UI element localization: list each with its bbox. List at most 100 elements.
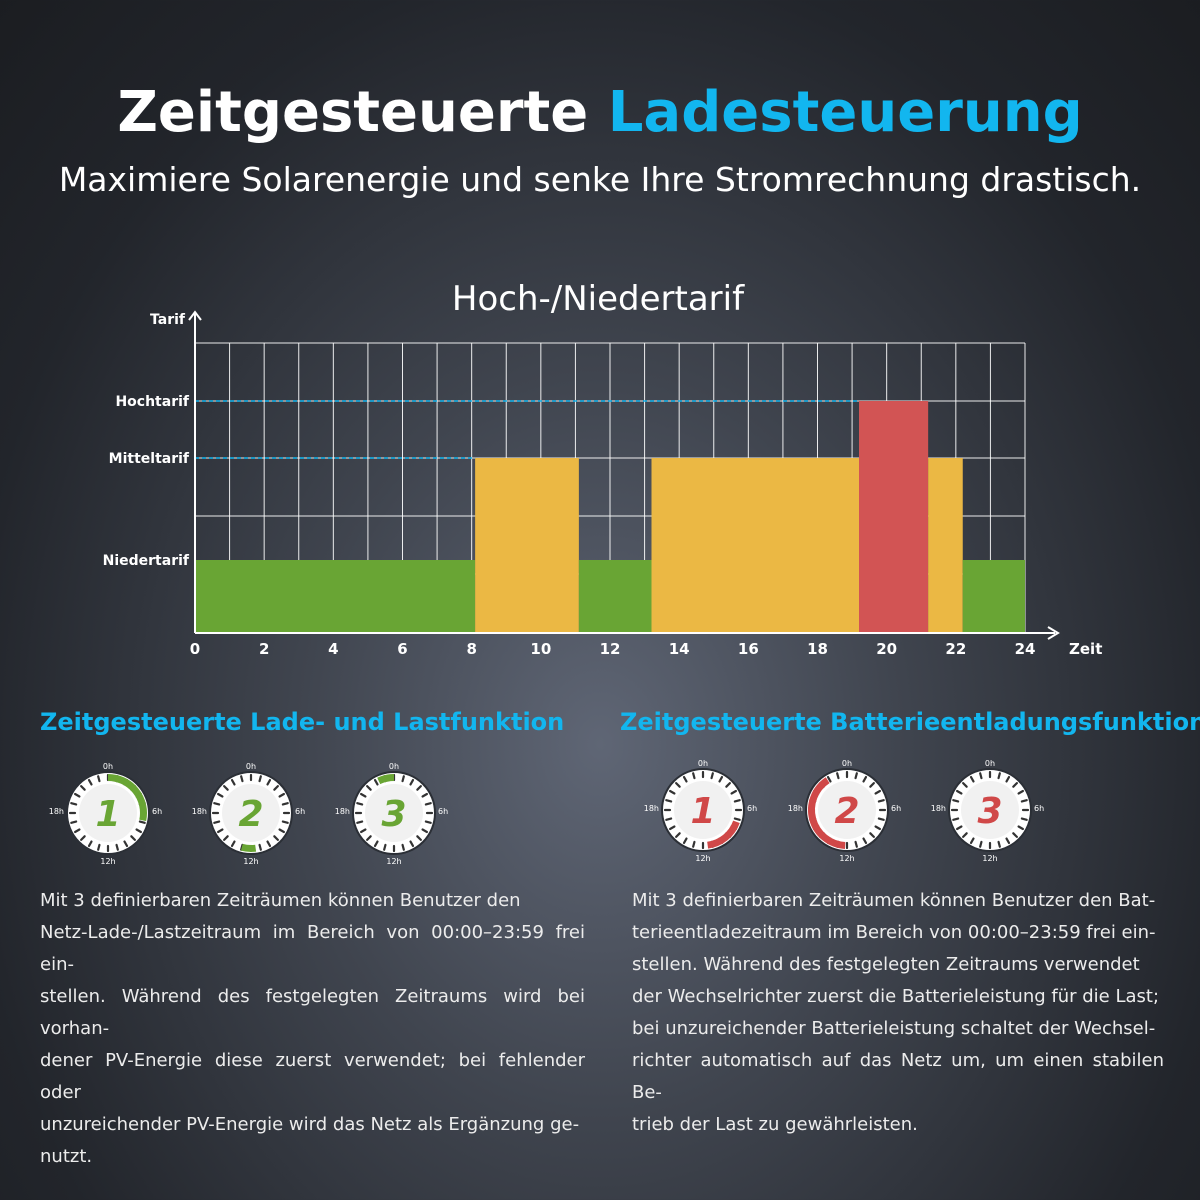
left-section-title: Zeitgesteuerte Lade- und Lastfunktion [40, 708, 565, 736]
x-axis-label: Zeit [1069, 640, 1102, 658]
clock-inner [961, 781, 1019, 839]
clock-tick [1020, 799, 1028, 803]
clock-tick [668, 789, 676, 795]
clock-inner [79, 784, 137, 842]
clock-active-arc [808, 777, 846, 849]
clock-tick [874, 789, 882, 795]
page-title: Zeitgesteuerte Ladesteuerung [0, 80, 1200, 145]
clock-tick [421, 792, 429, 798]
clock-tick [969, 775, 975, 783]
clock-tick [952, 799, 960, 803]
right-section-title: Zeitgesteuerte Batterieentladungsfunktio… [620, 708, 1200, 736]
x-tick-label: 14 [669, 640, 690, 658]
clock-tick [854, 772, 858, 780]
clock-tick [1020, 817, 1028, 821]
x-axis-arrow [1047, 626, 1060, 640]
chart-title: Hoch-/Niedertarif [452, 279, 745, 319]
y-tick-label: Niedertarif [103, 553, 190, 569]
clock-tick [421, 828, 429, 834]
clock-label-bottom: 12h [982, 854, 997, 863]
clock-tick [409, 840, 415, 848]
clock-number: 1 [95, 794, 120, 835]
clock-tick [273, 785, 279, 791]
clock-label-left: 18h [930, 804, 946, 813]
clock-tick [1005, 775, 1011, 783]
clock-active-arc [706, 820, 740, 849]
page-subtitle: Maximiere Solarenergie und senke Ihre St… [58, 160, 1142, 199]
clock-tick [240, 775, 244, 783]
clock-tick [87, 778, 93, 786]
clock-label-left: 18h [48, 807, 64, 816]
clock-right-1: 1 0h 12h [661, 759, 745, 863]
bar-mitteltarif [651, 458, 859, 633]
clock-tick [240, 843, 244, 851]
clock-tick [97, 843, 101, 851]
clock-tick [1012, 832, 1018, 838]
x-tick-label: 22 [945, 640, 966, 658]
clock-tick [869, 782, 875, 788]
clock-active-arc [377, 774, 395, 785]
y-axis-label: Tarif [150, 312, 186, 328]
left-text-line: unzureichender PV-Energie wird das Netz … [40, 1114, 580, 1135]
right-text-line: Mit 3 definierbaren Zeiträumen können Be… [632, 890, 1156, 911]
clock-tick [73, 792, 81, 798]
clock-tick [70, 802, 78, 806]
clock-label-top: 0h [842, 759, 852, 768]
clock-tick [710, 772, 714, 780]
clock-tick [862, 837, 868, 845]
clock-number: 3 [977, 791, 1002, 832]
clock-inner [674, 781, 732, 839]
bar-niedertarif [578, 560, 652, 633]
clock-tick [213, 802, 221, 806]
tariff-chart: Hoch-/Niedertarif Tarif Zeit Niedertarif Mit… [103, 279, 1103, 658]
clock-label-bottom: 12h [243, 857, 258, 866]
clock-tick [123, 840, 129, 848]
clock-number: 2 [238, 794, 263, 835]
clock-inner [365, 784, 423, 842]
clock-tick [356, 820, 364, 824]
clock-tick [366, 785, 372, 791]
clock-right-3: 3 0h 12h [948, 759, 1032, 863]
y-tick-label: Mitteltarif [109, 451, 190, 467]
clock-tick [281, 802, 289, 806]
x-tick-label: 2 [259, 640, 269, 658]
clock-inner [818, 781, 876, 839]
clock-tick [826, 775, 832, 783]
clock-label-bottom: 12h [839, 854, 854, 863]
left-text-line: dener PV-Energie diese zuerst verwendet;… [40, 1050, 585, 1103]
clock-tick [278, 792, 286, 798]
clock-tick [73, 828, 81, 834]
clock-tick [682, 775, 688, 783]
clock-tick [665, 817, 673, 821]
clock-tick [869, 832, 875, 838]
clock-tick [216, 792, 224, 798]
clock-tick [230, 840, 236, 848]
bar-hochtarif [859, 401, 929, 633]
bar-niedertarif [962, 560, 1025, 633]
clock-label-top: 0h [246, 762, 256, 771]
right-text-line: richter automatisch auf das Netz um, um … [632, 1050, 1164, 1103]
clock-tick [1017, 789, 1025, 795]
left-text-line: Mit 3 definierbaren Zeiträumen können Be… [40, 890, 521, 911]
clock-tick [281, 820, 289, 824]
clock-tick [266, 840, 272, 848]
clock-label-bottom: 12h [386, 857, 401, 866]
clock-label-right: 6h [891, 804, 902, 813]
clock-tick [1012, 782, 1018, 788]
clock-tick [424, 820, 432, 824]
clock-tick [356, 802, 364, 806]
clock-tick [230, 778, 236, 786]
clock-tick [359, 792, 367, 798]
clock-active-arc [107, 774, 147, 822]
x-tick-label: 0 [190, 640, 200, 658]
clock-tick [854, 840, 858, 848]
clock-label-left: 18h [643, 804, 659, 813]
clock-tick [135, 828, 143, 834]
clock-tick [718, 775, 724, 783]
y-axis-arrow [188, 310, 202, 321]
clock-left-1: 1 0h 12h [66, 762, 150, 866]
clock-tick [70, 820, 78, 824]
right-text-line: trieb der Last zu gewährleisten. [632, 1114, 918, 1135]
clock-tick [955, 789, 963, 795]
clock-tick [1005, 837, 1011, 845]
